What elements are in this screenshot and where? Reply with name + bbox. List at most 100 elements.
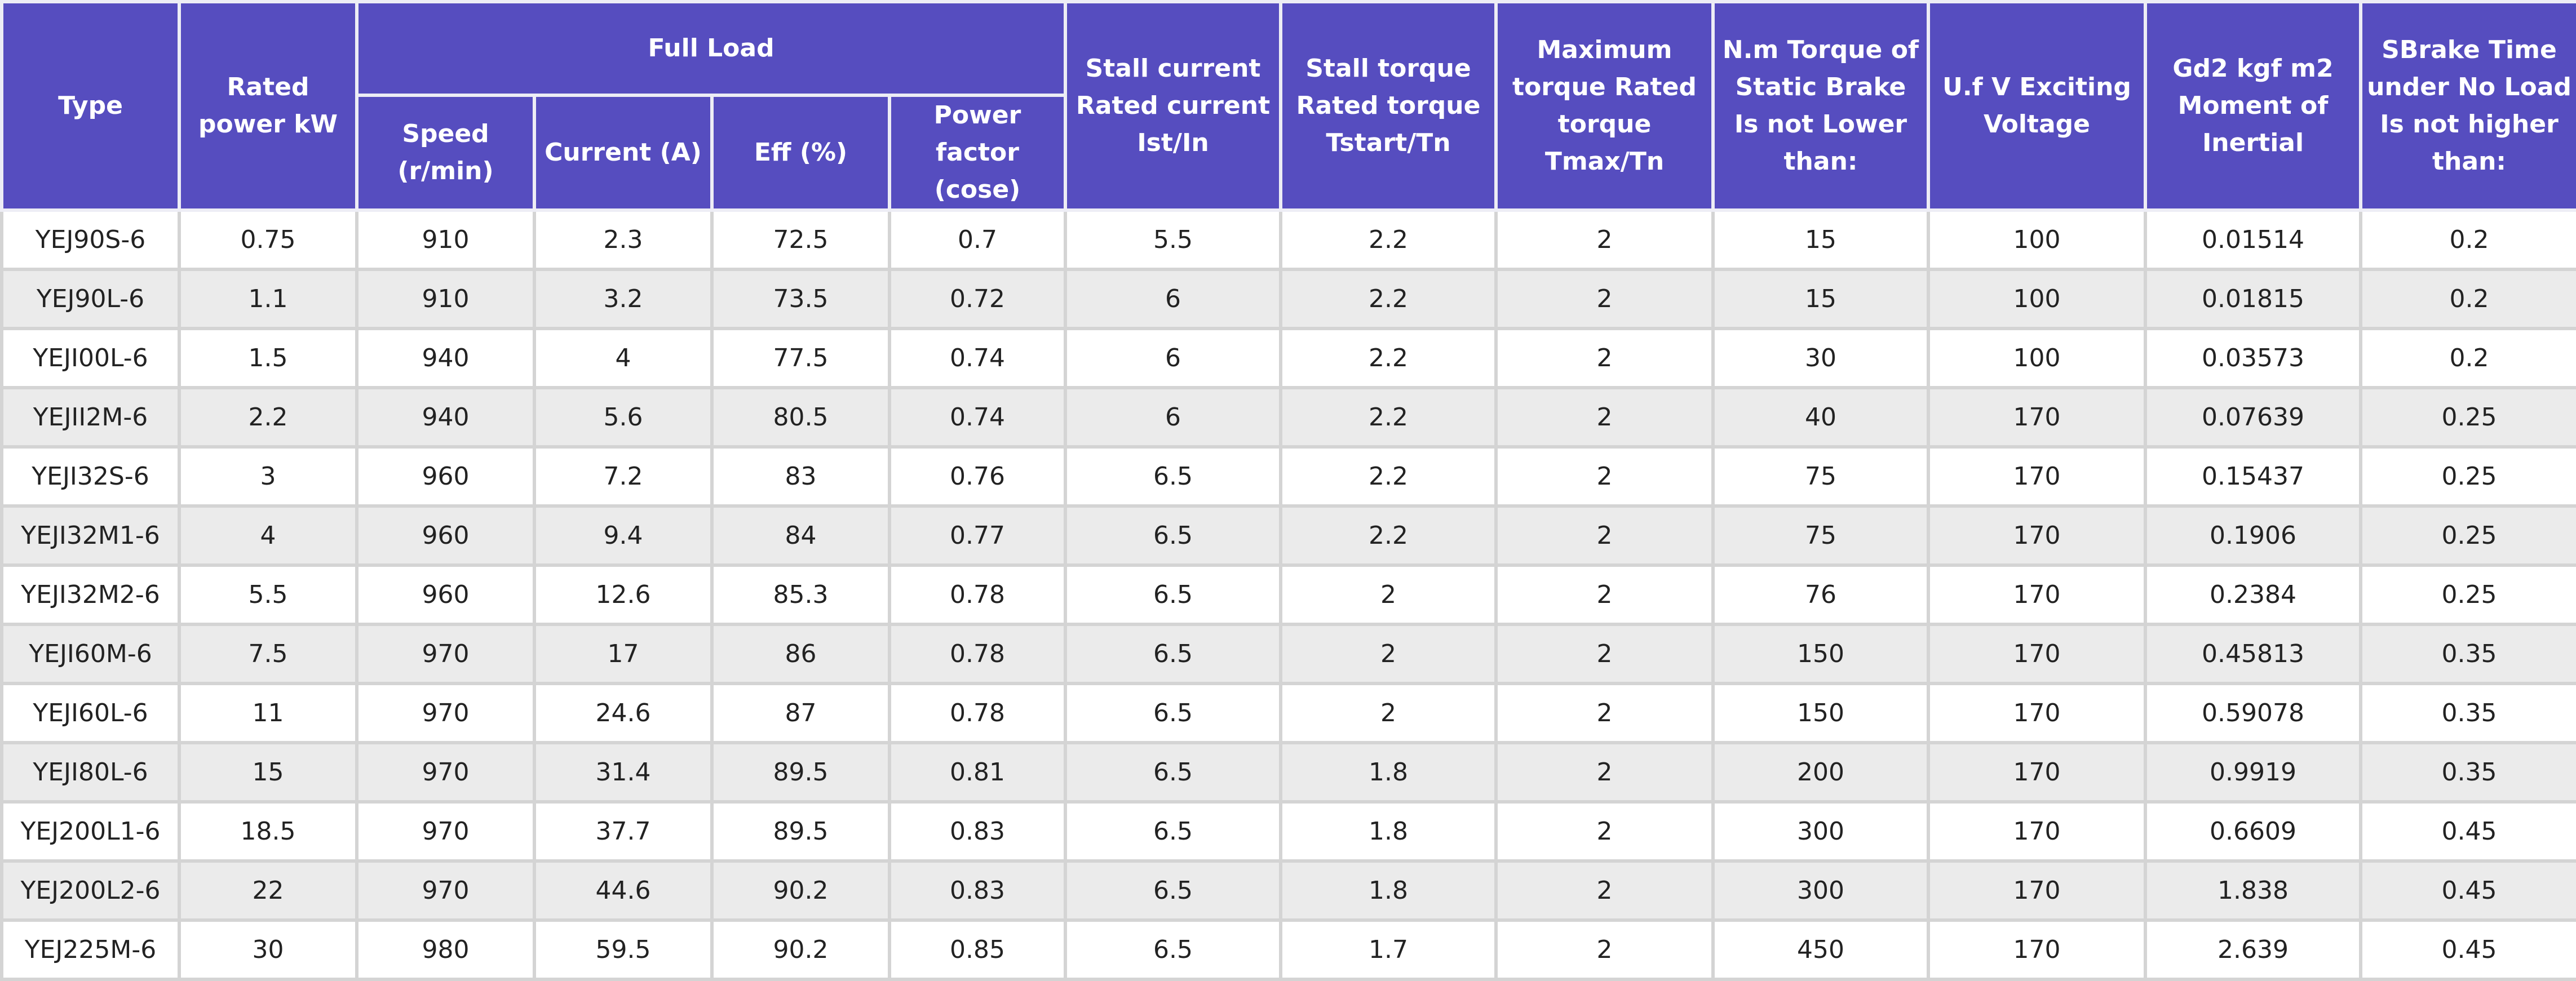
- table-cell: 0.45: [2359, 859, 2576, 922]
- table-cell: 2.2: [1279, 504, 1498, 567]
- table-cell: 0.07639: [2144, 386, 2362, 449]
- table-cell: 75: [1711, 504, 1930, 567]
- table-cell: 170: [1927, 504, 2147, 567]
- table-cell: 1.838: [2144, 859, 2362, 922]
- table-cell: 2: [1494, 268, 1715, 330]
- table-cell: YEJI60L-6: [0, 682, 181, 744]
- table-cell: YEJ200L2-6: [0, 859, 181, 922]
- table-cell: 2: [1494, 918, 1715, 981]
- table-cell: 0.01514: [2144, 208, 2362, 271]
- table-cell: 37.7: [533, 800, 714, 863]
- table-cell: 15: [178, 741, 358, 804]
- table-cell: 0.35: [2359, 682, 2576, 744]
- table-cell: 100: [1927, 208, 2147, 271]
- table-cell: 83: [710, 445, 891, 508]
- table-cell: 170: [1927, 682, 2147, 744]
- table-cell: 970: [355, 682, 536, 744]
- header-cell: Maximum torque Rated torque Tmax/Tn: [1494, 0, 1715, 212]
- table-cell: 86: [710, 623, 891, 685]
- table-cell: 0.45: [2359, 800, 2576, 863]
- table-cell: 0.03573: [2144, 327, 2362, 389]
- table-cell: 0.25: [2359, 386, 2576, 449]
- table-cell: 15: [1711, 208, 1930, 271]
- table-row: YEJI00L-6 1.5 940 4 77.5 0.74 6 2.2 2 30 100 0.0357…: [0, 327, 2576, 389]
- table-cell: 89.5: [710, 800, 891, 863]
- header-cell: Rated power kW: [178, 0, 358, 212]
- header-cell: Stall torque Rated torque Tstart/Tn: [1279, 0, 1498, 212]
- header-cell: Eff (%): [710, 94, 891, 212]
- table-cell: 0.72: [888, 268, 1067, 330]
- table-cell: 6.5: [1064, 563, 1282, 626]
- table-cell: 1.1: [178, 268, 358, 330]
- table-cell: 2: [1494, 859, 1715, 922]
- table-cell: 1.8: [1279, 741, 1498, 804]
- table-cell: 2.2: [1279, 386, 1498, 449]
- table-cell: 0.81: [888, 741, 1067, 804]
- table-cell: 170: [1927, 800, 2147, 863]
- table-cell: 87: [710, 682, 891, 744]
- table-cell: 0.2: [2359, 327, 2576, 389]
- table-cell: 960: [355, 504, 536, 567]
- table-cell: 44.6: [533, 859, 714, 922]
- table-cell: 980: [355, 918, 536, 981]
- table-cell: 2.3: [533, 208, 714, 271]
- table-cell: 17: [533, 623, 714, 685]
- table-cell: 2: [1494, 504, 1715, 567]
- table-cell: YEJI00L-6: [0, 327, 181, 389]
- table-cell: 6.5: [1064, 800, 1282, 863]
- table-cell: 960: [355, 445, 536, 508]
- table-cell: 59.5: [533, 918, 714, 981]
- table-cell: 3.2: [533, 268, 714, 330]
- table-cell: 0.78: [888, 682, 1067, 744]
- table-cell: 0.2384: [2144, 563, 2362, 626]
- table-cell: 5.6: [533, 386, 714, 449]
- table-cell: 1.8: [1279, 859, 1498, 922]
- table-cell: 0.85: [888, 918, 1067, 981]
- table-cell: 85.3: [710, 563, 891, 626]
- table-row: YEJ90L-6 1.1 910 3.2 73.5 0.72 6 2.2 2 15 100 0.018…: [0, 268, 2576, 330]
- table-row: YEJ90S-6 0.75 910 2.3 72.5 0.7 5.5 2.2 2 15 100 0.0…: [0, 208, 2576, 271]
- header-cell: N.m Torque of Static Brake Is not Lower …: [1711, 0, 1930, 212]
- table-cell: 2.2: [1279, 208, 1498, 271]
- header-cell: Gd2 kgf m2 Moment of Inertial: [2144, 0, 2362, 212]
- table-cell: 2: [1279, 563, 1498, 626]
- table-cell: 300: [1711, 800, 1930, 863]
- table-cell: 6: [1064, 386, 1282, 449]
- table-cell: 6.5: [1064, 741, 1282, 804]
- table-cell: 170: [1927, 445, 2147, 508]
- table-cell: YEJ90L-6: [0, 268, 181, 330]
- table-cell: 0.25: [2359, 445, 2576, 508]
- table-cell: 15: [1711, 268, 1930, 330]
- table-row: YEJI60M-6 7.5 970 17 86 0.78 6.5 2 2 150 170 0.4581…: [0, 623, 2576, 685]
- table-cell: 0.74: [888, 386, 1067, 449]
- table-cell: 84: [710, 504, 891, 567]
- table-cell: 24.6: [533, 682, 714, 744]
- table-cell: 100: [1927, 327, 2147, 389]
- table-row: YEJI80L-6 15 970 31.4 89.5 0.81 6.5 1.8 2 200 170 0…: [0, 741, 2576, 804]
- table-cell: 970: [355, 800, 536, 863]
- table-cell: 31.4: [533, 741, 714, 804]
- table-cell: 170: [1927, 859, 2147, 922]
- table-cell: 11: [178, 682, 358, 744]
- table-row: YEJI32S-6 3 960 7.2 83 0.76 6.5 2.2 2 75 170 0.1543…: [0, 445, 2576, 508]
- table-cell: 6.5: [1064, 682, 1282, 744]
- table-header: Type Rated power kW Full Load Stall curr…: [0, 0, 2576, 212]
- table-cell: 2: [1494, 682, 1715, 744]
- table-cell: YEJ225M-6: [0, 918, 181, 981]
- table-cell: 0.35: [2359, 741, 2576, 804]
- table-cell: 150: [1711, 682, 1930, 744]
- table-row: YEJI32M2-6 5.5 960 12.6 85.3 0.78 6.5 2 2 76 170 0.…: [0, 563, 2576, 626]
- table-cell: 0.1906: [2144, 504, 2362, 567]
- table-cell: 0.25: [2359, 504, 2576, 567]
- table-row: YEJ200L2-6 22 970 44.6 90.2 0.83 6.5 1.8 2 300 170…: [0, 859, 2576, 922]
- table-cell: 2: [1494, 623, 1715, 685]
- table-cell: 2: [1279, 682, 1498, 744]
- table-cell: 0.2: [2359, 268, 2576, 330]
- table-cell: 2: [1494, 445, 1715, 508]
- table-cell: 30: [1711, 327, 1930, 389]
- table-cell: 0.83: [888, 859, 1067, 922]
- table-cell: 6.5: [1064, 445, 1282, 508]
- table-cell: 90.2: [710, 918, 891, 981]
- table-cell: 940: [355, 327, 536, 389]
